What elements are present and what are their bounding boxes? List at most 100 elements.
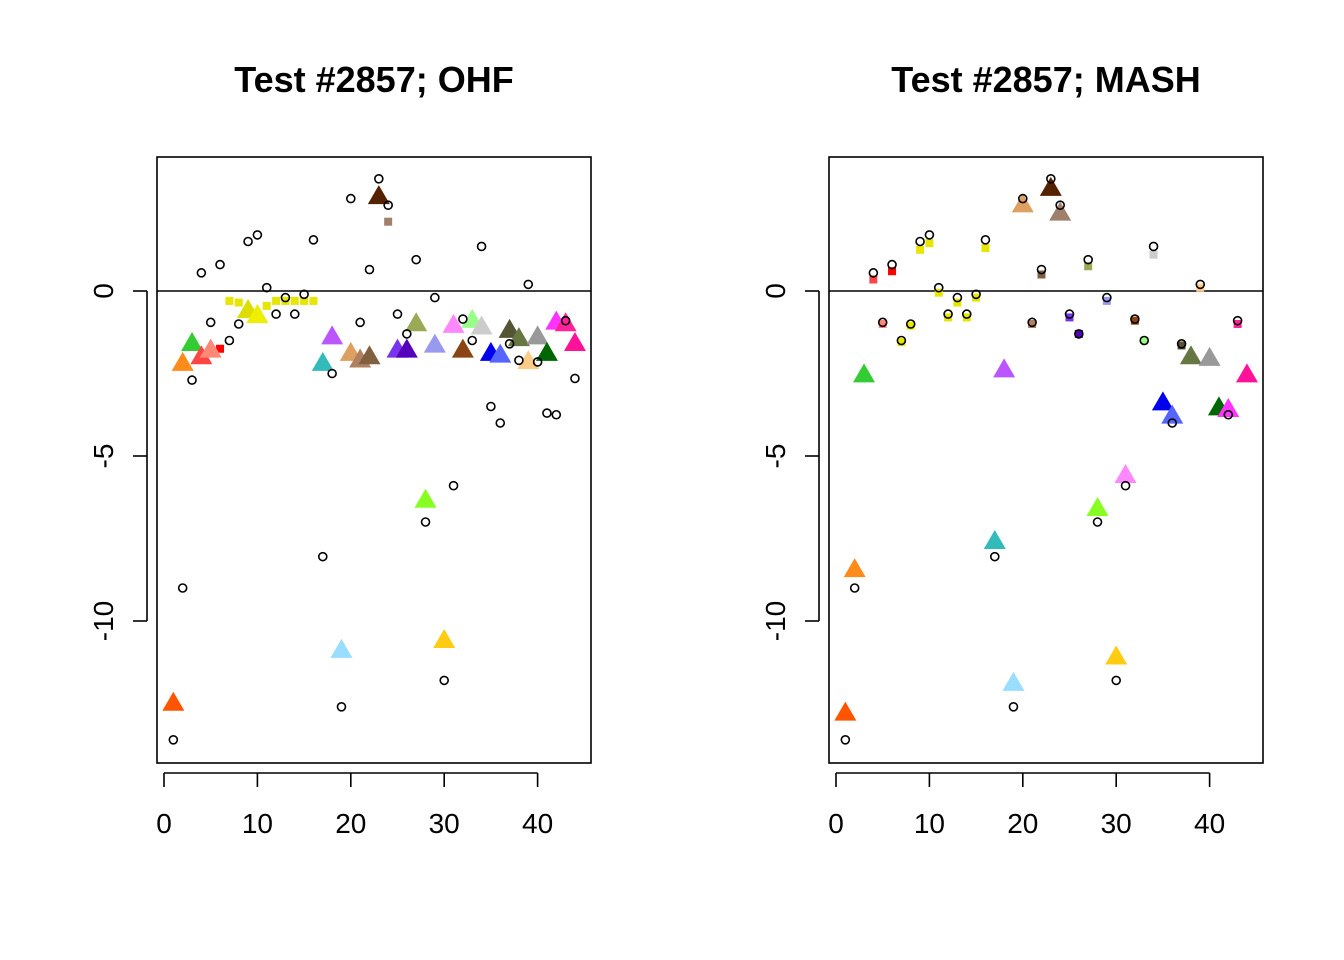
circle-point: [523, 279, 534, 290]
square-point: [234, 298, 243, 307]
circle-point: [196, 268, 207, 278]
square-point: [878, 320, 887, 328]
square-point: [906, 321, 915, 330]
y-tick-label: 0: [88, 283, 119, 299]
circle-point: [467, 335, 478, 346]
triangle-point: [414, 488, 437, 508]
x-tick-label: 20: [335, 808, 366, 839]
triangle-point: [1114, 464, 1137, 484]
square-point: [981, 244, 990, 253]
triangle-point: [199, 338, 222, 358]
square-point: [916, 245, 925, 254]
circle-point: [1148, 241, 1159, 252]
circle-point: [952, 292, 963, 303]
square-point: [1140, 336, 1149, 345]
triangle-point: [321, 325, 344, 345]
circle-point: [840, 734, 851, 745]
triangle-point: [442, 313, 465, 333]
x-tick-label: 10: [242, 808, 273, 839]
circle-point: [411, 254, 421, 265]
panel-mash: Test #2857; MASH 0 10 20 30 40 0 -5 -10: [760, 59, 1264, 839]
triangle-point: [1049, 201, 1072, 221]
circle-point: [1027, 317, 1037, 328]
circle-point: [336, 701, 347, 712]
triangle-point: [993, 358, 1016, 378]
circle-point: [943, 309, 953, 319]
triangle-point: [554, 312, 577, 332]
circle-point: [168, 734, 179, 745]
triangle-point: [535, 341, 558, 361]
circle-point: [224, 335, 235, 346]
circle-point: [1232, 315, 1243, 326]
circle-point: [1036, 264, 1047, 275]
square-point: [1130, 316, 1139, 325]
square-series: [869, 239, 1242, 350]
circle-point: [1223, 409, 1234, 420]
circle-point: [989, 551, 1000, 562]
circle-point: [308, 235, 319, 245]
circle-point: [887, 259, 897, 270]
triangle-point: [853, 363, 876, 383]
triangle-point: [358, 345, 381, 365]
circle-point: [924, 230, 935, 240]
triangle-point: [1179, 345, 1202, 365]
triangle-point: [181, 332, 204, 352]
triangle-point: [834, 701, 857, 721]
triangle-point: [1105, 645, 1128, 665]
triangle-point: [1198, 346, 1221, 366]
circle-point: [1176, 338, 1187, 349]
circle-point: [1102, 292, 1112, 303]
square-point: [934, 288, 943, 297]
triangle-series: [834, 176, 1258, 721]
circle-point: [542, 408, 552, 418]
circle-point: [252, 230, 263, 240]
triangle-point: [843, 558, 866, 578]
x-tick-label: 30: [429, 808, 460, 839]
circle-point: [187, 375, 197, 385]
circle-point: [868, 268, 879, 278]
circle-point: [1130, 314, 1140, 324]
triangle-point: [433, 629, 456, 649]
triangle-point: [489, 343, 512, 363]
circle-series: [168, 174, 580, 745]
square-point: [262, 301, 271, 310]
circle-point: [327, 368, 337, 379]
square-point: [1084, 262, 1093, 271]
circle-point: [504, 338, 515, 349]
y-tick-label: -5: [88, 444, 119, 469]
square-point: [309, 296, 318, 305]
circle-point: [980, 235, 991, 245]
circle-point: [205, 317, 216, 328]
circle-point: [1074, 329, 1084, 339]
circle-point: [364, 264, 375, 275]
circle-point: [961, 309, 972, 319]
triangle-point: [1039, 176, 1062, 196]
x-axis: 0 10 20 30 40: [156, 772, 553, 839]
square-point: [925, 239, 934, 248]
triangle-point: [423, 333, 446, 353]
square-point: [272, 296, 281, 305]
circle-point: [1139, 335, 1150, 346]
circle-point: [233, 319, 244, 329]
x-tick-label: 10: [914, 808, 945, 839]
y-tick-label: -10: [88, 601, 119, 641]
triangle-point: [1235, 363, 1258, 383]
square-point: [290, 296, 299, 305]
circle-point: [215, 259, 225, 270]
square-point: [1149, 250, 1158, 259]
circle-point: [560, 315, 571, 326]
plot-frame: [156, 156, 592, 764]
circle-point: [495, 418, 506, 428]
circle-point: [317, 551, 328, 562]
square-point: [384, 217, 393, 226]
x-tick-label: 0: [156, 808, 172, 839]
square-point: [1177, 341, 1186, 350]
square-point: [897, 338, 906, 347]
y-axis: 0 -5 -10: [760, 283, 820, 641]
square-point: [216, 344, 225, 353]
square-point: [869, 275, 878, 284]
circle-point: [933, 282, 944, 293]
x-tick-label: 20: [1007, 808, 1038, 839]
circle-point: [896, 335, 907, 346]
triangle-point: [563, 332, 586, 352]
